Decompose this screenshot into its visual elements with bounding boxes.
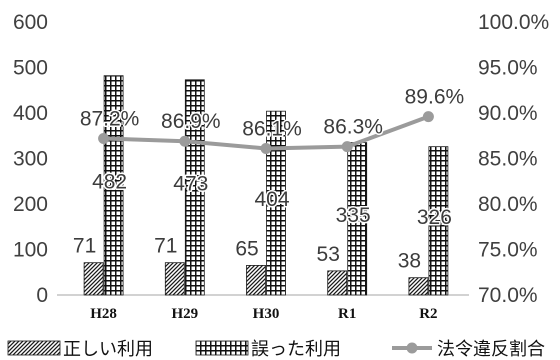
legend: 正しい利用 誤った利用 法令違反割合 — [7, 339, 545, 360]
y-tick-label: 100 — [13, 239, 48, 262]
bar-s2-h28 — [103, 75, 124, 296]
line-series — [98, 111, 434, 154]
bar-s2-r2 — [428, 146, 449, 296]
y-tick-label: 0 — [36, 284, 48, 307]
y2-tick-label: 100.0% — [478, 11, 549, 34]
bar-label-s1-h29: 71 — [154, 235, 177, 258]
axes: 0 100 200 300 400 500 600 70.0% 75.0% 80.0% 85.0% 9… — [13, 11, 549, 322]
y2-tick-label: 95.0% — [478, 57, 538, 80]
y2-tick-label: 80.0% — [478, 193, 538, 216]
x-tick-label-r2: R2 — [419, 306, 437, 322]
y-tick-label: 400 — [13, 102, 48, 125]
legend-item-2: 誤った利用 — [195, 339, 341, 360]
bar-s1-h29 — [164, 262, 185, 296]
bar-label-s1-r2: 38 — [398, 250, 421, 273]
bar-s1-r1 — [327, 270, 348, 296]
y2-tick-label: 85.0% — [478, 148, 538, 171]
legend-label: 法令違反割合 — [437, 339, 545, 360]
y-tick-label: 600 — [13, 11, 48, 34]
bar-s1-r2 — [408, 277, 429, 296]
data-labels: 71 71 65 53 38 482 473 404 335 326 87.2% 86.9% 86.1%… — [71, 84, 465, 274]
x-tick-label-h29: H29 — [171, 306, 198, 322]
line-label-h28: 87.2% — [80, 107, 140, 130]
bar-label-s2-h28: 482 — [92, 170, 127, 193]
legend-label: 誤った利用 — [251, 339, 341, 360]
line-label-r2: 89.6% — [405, 86, 465, 109]
bars — [83, 75, 449, 296]
line-marker-h29 — [179, 135, 191, 147]
bar-label-s2-h30: 404 — [254, 188, 289, 211]
legend-item-1: 正しい利用 — [7, 339, 153, 360]
line-marker-r1 — [341, 141, 353, 153]
line-marker-h28 — [98, 132, 110, 144]
legend-label: 正しい利用 — [63, 339, 153, 360]
bar-label-s2-r1: 335 — [336, 204, 371, 227]
line-marker-h30 — [260, 142, 272, 154]
line-label-h29: 86.9% — [161, 110, 221, 133]
bar-label-s1-h30: 65 — [235, 237, 258, 260]
x-tick-label-h28: H28 — [90, 306, 117, 322]
bar-label-s2-r2: 326 — [417, 206, 452, 229]
y2-tick-label: 75.0% — [478, 239, 538, 262]
y-tick-label: 200 — [13, 193, 48, 216]
bar-s2-h30 — [266, 110, 286, 296]
bar-label-s2-h29: 473 — [173, 172, 208, 195]
legend-swatch-marker — [406, 342, 418, 354]
bar-label-s1-h28: 71 — [73, 235, 96, 258]
bar-s1-h30 — [246, 265, 266, 296]
x-tick-label-r1: R1 — [338, 306, 356, 322]
legend-item-3: 法令違反割合 — [392, 339, 545, 360]
y-tick-label: 300 — [13, 148, 48, 171]
y-tick-label: 500 — [13, 57, 48, 80]
legend-swatch-hatch — [7, 340, 61, 356]
bar-s2-h29 — [184, 79, 205, 296]
legend-swatch-grid — [195, 340, 249, 356]
line-label-h30: 86.1% — [242, 117, 302, 140]
x-tick-label-h30: H30 — [253, 306, 280, 322]
line-marker-r2 — [422, 111, 434, 123]
y2-tick-label: 90.0% — [478, 102, 538, 125]
line-label-r1: 86.3% — [323, 116, 383, 139]
y2-tick-label: 70.0% — [478, 284, 538, 307]
bar-label-s1-r1: 53 — [317, 243, 340, 266]
bar-s1-h28 — [83, 262, 104, 296]
